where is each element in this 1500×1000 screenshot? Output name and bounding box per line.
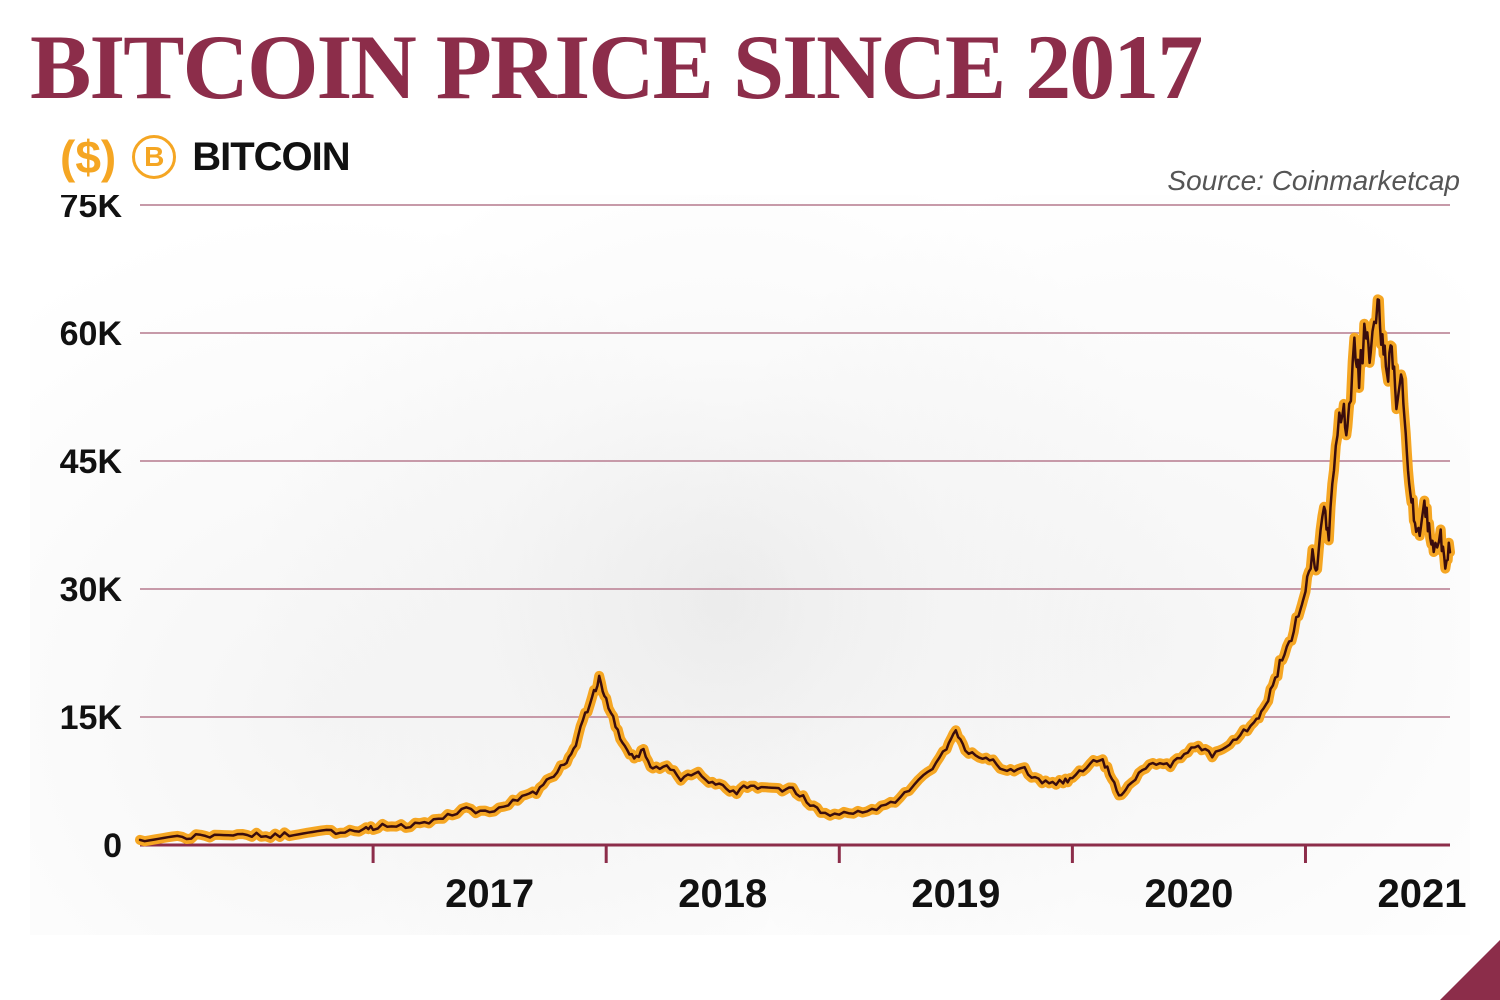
- price-line: [140, 299, 1450, 841]
- source-attribution: Source: Coinmarketcap: [1167, 165, 1460, 197]
- price-line-outline: [140, 299, 1450, 841]
- x-axis-label: 2017: [445, 872, 534, 916]
- x-axis-label: 2020: [1144, 872, 1233, 916]
- x-axis-label: 2021: [1378, 872, 1467, 916]
- x-axis-label: 2018: [678, 872, 767, 916]
- chart-title: BITCOIN PRICE SINCE 2017: [30, 14, 1201, 120]
- x-axis-label: 2019: [911, 872, 1000, 916]
- y-axis-label: 60K: [60, 315, 123, 353]
- corner-fold-decoration: [1440, 940, 1500, 1000]
- y-axis-label: 30K: [60, 571, 123, 609]
- bitcoin-icon: B: [132, 135, 176, 179]
- y-axis-label: 15K: [60, 699, 123, 737]
- price-line-chart: 0 15K 30K 45K 60K 75K 2017 2018 2019 2020 2021: [30, 195, 1470, 935]
- legend: ($) B BITCOIN: [60, 130, 350, 184]
- y-axis-label: 45K: [60, 443, 123, 481]
- legend-label: BITCOIN: [192, 135, 349, 180]
- currency-symbol: ($): [60, 130, 116, 184]
- y-axis-label: 0: [103, 827, 122, 865]
- y-axis-label: 75K: [60, 195, 123, 225]
- chart-area: 0 15K 30K 45K 60K 75K 2017 2018 2019 2020 2021: [30, 195, 1470, 935]
